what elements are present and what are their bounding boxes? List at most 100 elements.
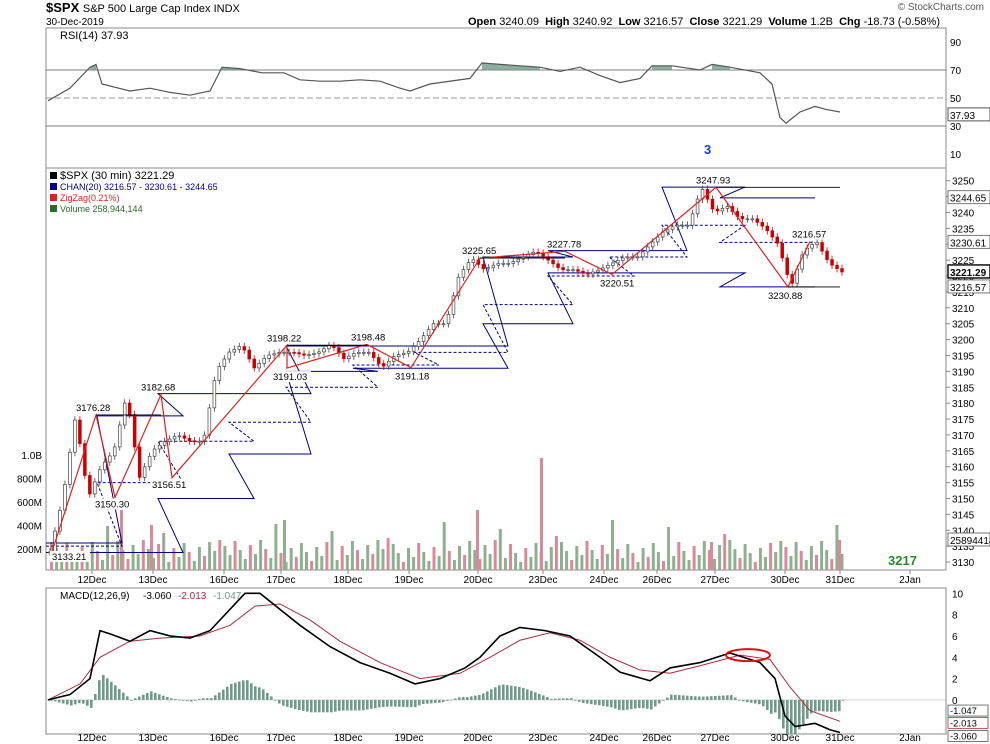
- candle-body: [680, 224, 685, 227]
- volume-bar: [677, 542, 681, 570]
- candle-body: [775, 236, 779, 244]
- volume-bar: [233, 541, 237, 570]
- candle-body: [83, 443, 87, 476]
- volume-bar: [473, 550, 477, 570]
- macd-histogram-bar: [126, 696, 129, 700]
- macd-histogram-bar: [50, 699, 53, 701]
- volume-bar: [141, 540, 145, 570]
- macd-histogram-bar: [722, 695, 725, 700]
- volume-bar: [279, 553, 283, 570]
- macd-histogram-bar: [518, 686, 521, 700]
- price-x-label: 18Dec: [334, 575, 363, 586]
- candle-body: [227, 351, 232, 360]
- volume-bar: [391, 544, 395, 570]
- candle-body: [377, 357, 381, 364]
- macd-histogram-bar: [266, 692, 269, 700]
- candle-body: [302, 353, 306, 356]
- swing-label: 3133.21: [52, 552, 86, 563]
- candle-body: [147, 455, 152, 468]
- chart-symbol: $SPX S&P 500 Large Cap Index INDX: [46, 0, 240, 15]
- price-tick-label: 3200: [952, 336, 975, 347]
- macd-x-label: 19Dec: [395, 733, 424, 744]
- candle-body: [421, 335, 426, 342]
- candle-body: [765, 225, 770, 232]
- volume-bar: [136, 554, 140, 570]
- price-value-tag: [947, 234, 990, 249]
- volume-bar: [697, 555, 701, 570]
- volume-bar: [789, 556, 793, 570]
- volume-bar: [656, 552, 660, 570]
- volume-bar: [106, 526, 110, 570]
- macd-histogram-bar: [682, 695, 685, 700]
- price-x-label: 17Dec: [267, 575, 296, 586]
- macd-histogram-bar: [638, 699, 641, 708]
- volume-tick-label: 200M: [17, 545, 42, 556]
- macd-histogram-bar: [810, 699, 813, 714]
- volume-bar: [452, 560, 456, 570]
- volume-bar: [350, 541, 354, 570]
- volume-bar: [488, 554, 492, 570]
- candle-body: [157, 444, 162, 450]
- candle-body: [162, 441, 167, 446]
- macd-histogram-bar: [698, 696, 701, 700]
- swing-label: 3220.51: [600, 278, 634, 289]
- volume-bar: [157, 544, 161, 570]
- macd-histogram-bar: [694, 696, 697, 700]
- volume-bar: [274, 524, 278, 570]
- legend-swatch: [50, 205, 57, 212]
- volume-bar: [651, 543, 655, 570]
- macd-histogram-bar: [674, 694, 677, 700]
- macd-histogram-bar: [646, 699, 649, 709]
- macd-value-tag-label: -1.047: [950, 706, 977, 717]
- macd-histogram-bar: [258, 687, 261, 700]
- price-x-label: 16Dec: [210, 575, 239, 586]
- candle-body: [715, 208, 720, 212]
- candle-body: [252, 358, 256, 369]
- swing-label-bg: [93, 498, 133, 510]
- price-value-tag-label: 3244.65: [950, 194, 987, 205]
- volume-bar: [672, 556, 676, 570]
- macd-histogram-bar: [158, 694, 161, 700]
- volume-tick-label: 400M: [17, 522, 42, 533]
- price-tick-label: 3160: [952, 463, 975, 474]
- swing-label: 3182.68: [141, 383, 175, 394]
- volume-bar: [503, 558, 507, 570]
- volume-bar: [213, 551, 217, 570]
- price-tick-label: 3140: [952, 526, 975, 537]
- candle-body: [750, 218, 755, 221]
- volume-bar: [799, 551, 803, 570]
- macd-histogram-bar: [730, 695, 733, 700]
- volume-bar: [743, 544, 747, 570]
- candle-body: [287, 351, 291, 354]
- macd-histogram-bar: [534, 692, 537, 700]
- macd-layer: MACD(12,26,9) -3.060 -2.013 -1.047: [46, 591, 946, 736]
- candle-body: [132, 414, 137, 448]
- macd-tick-label: 4: [952, 653, 958, 664]
- volume-bar: [437, 556, 441, 570]
- macd-histogram-bar: [394, 699, 397, 707]
- volume-bar: [345, 555, 349, 570]
- candle-body: [611, 262, 615, 266]
- volume-bar: [764, 557, 767, 570]
- macd-histogram-bar: [210, 698, 213, 700]
- macd-histogram-bar: [134, 698, 137, 700]
- candle-body: [511, 261, 515, 264]
- candle-body: [257, 363, 261, 369]
- candle-body: [381, 363, 386, 367]
- stockcharts-brand: © StockCharts.com: [897, 2, 984, 13]
- macd-histogram-bar: [474, 695, 477, 700]
- macd-histogram-bar: [766, 699, 769, 711]
- macd-x-label: 18Dec: [334, 733, 363, 744]
- macd-x-label: 20Dec: [464, 733, 493, 744]
- macd-histogram-bar: [118, 689, 121, 700]
- macd-histogram-bar: [438, 699, 441, 703]
- volume-bar: [626, 544, 630, 570]
- candle-body: [88, 475, 92, 495]
- macd-histogram-bar: [570, 698, 573, 700]
- volume-bar: [146, 549, 150, 570]
- volume-bar: [580, 555, 584, 570]
- macd-tick-label: 2: [952, 675, 958, 686]
- macd-histogram-bar: [406, 699, 409, 707]
- candle-body: [456, 276, 461, 297]
- macd-histogram-bar: [186, 699, 189, 701]
